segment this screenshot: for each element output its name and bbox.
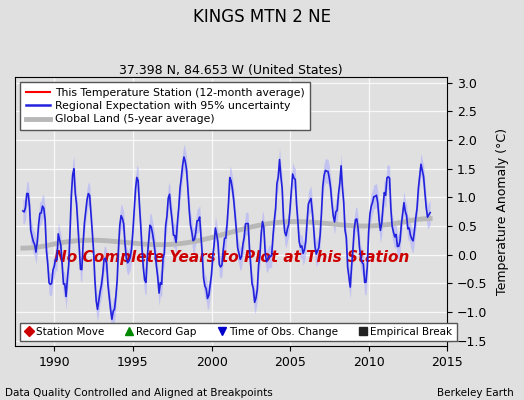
Title: 37.398 N, 84.653 W (United States): 37.398 N, 84.653 W (United States) <box>119 64 343 77</box>
Text: No Complete Years to Plot at This Station: No Complete Years to Plot at This Statio… <box>53 250 409 265</box>
Y-axis label: Temperature Anomaly (°C): Temperature Anomaly (°C) <box>496 128 509 295</box>
Legend: Station Move, Record Gap, Time of Obs. Change, Empirical Break: Station Move, Record Gap, Time of Obs. C… <box>20 323 456 341</box>
Text: KINGS MTN 2 NE: KINGS MTN 2 NE <box>193 8 331 26</box>
Text: Berkeley Earth: Berkeley Earth <box>437 388 514 398</box>
Text: Data Quality Controlled and Aligned at Breakpoints: Data Quality Controlled and Aligned at B… <box>5 388 273 398</box>
